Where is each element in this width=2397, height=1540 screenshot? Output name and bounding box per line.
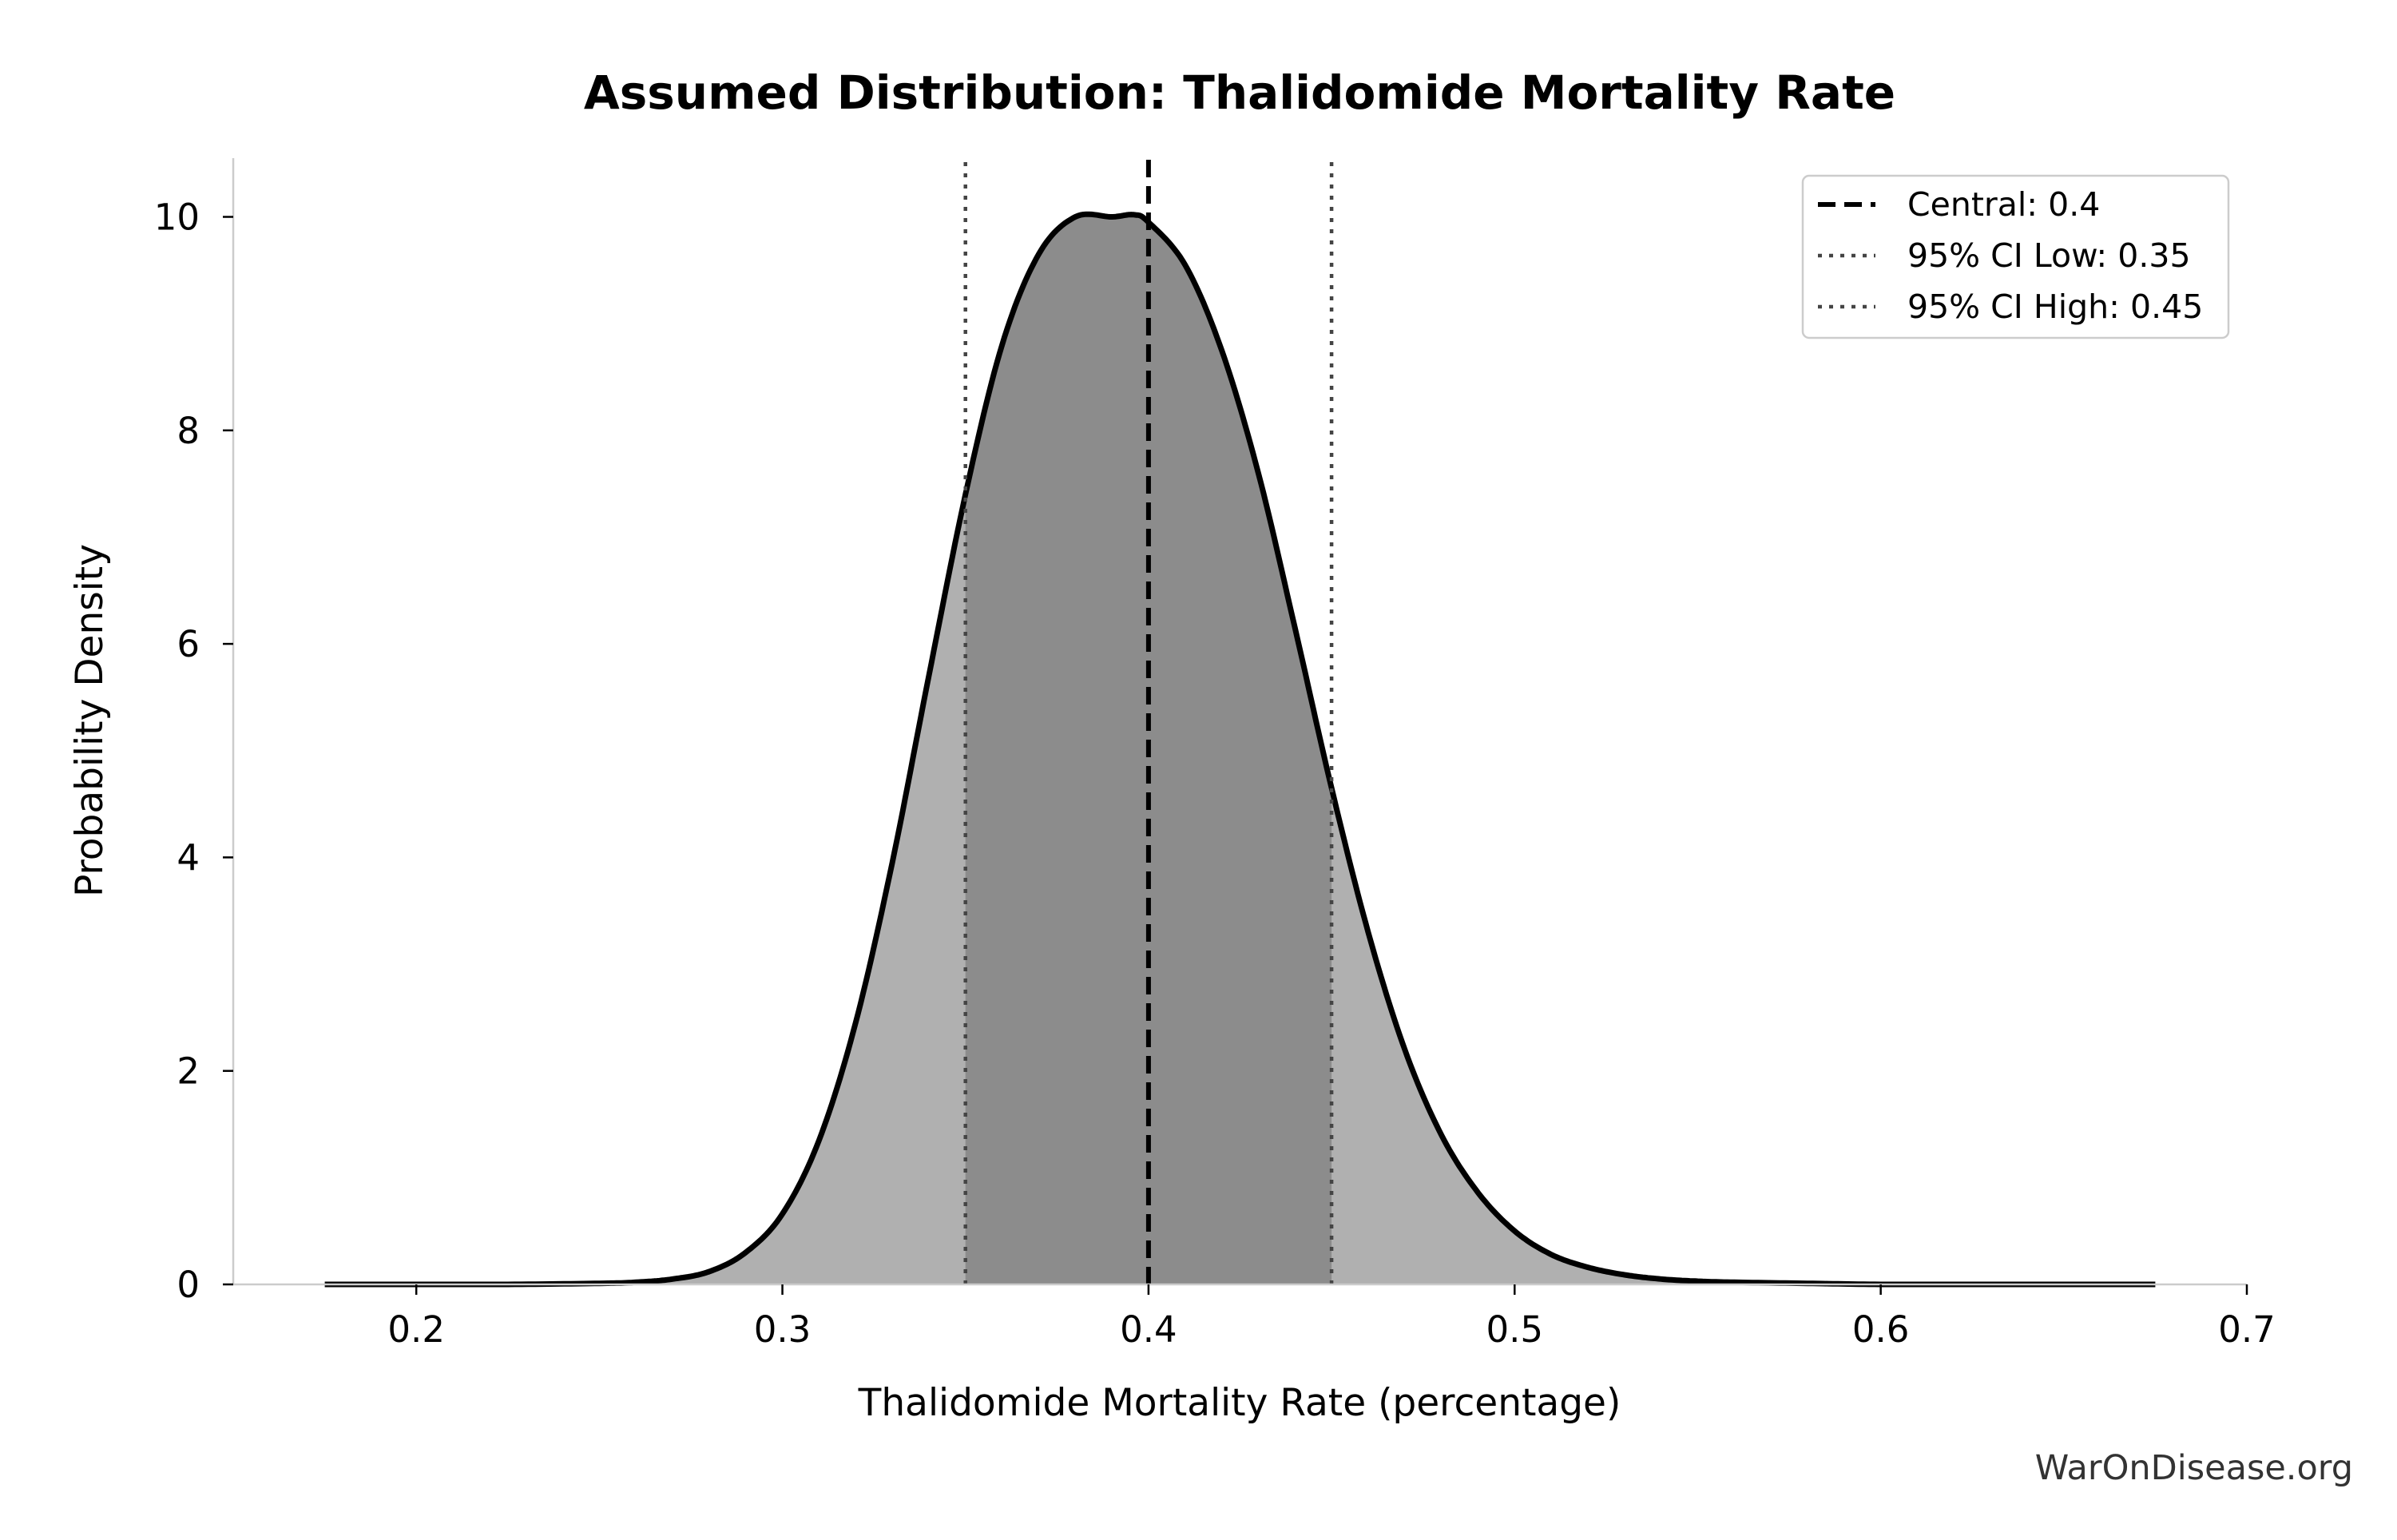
x-tick-label: 0.6 (1852, 1308, 1910, 1351)
y-axis-label: Probability Density (68, 544, 112, 897)
x-tick-label: 0.5 (1486, 1308, 1543, 1351)
y-tick-label: 6 (177, 623, 200, 665)
x-axis-label: Thalidomide Mortality Rate (percentage) (858, 1381, 1621, 1425)
legend-label: Central: 0.4 (1907, 185, 2100, 224)
x-tick-label: 0.2 (387, 1308, 445, 1351)
chart-title: Assumed Distribution: Thalidomide Mortal… (584, 65, 1895, 120)
x-axis-ticks: 0.2 0.3 0.4 0.5 0.6 0.7 (387, 1284, 2276, 1351)
legend: Central: 0.4 95% CI Low: 0.35 95% CI High:… (1801, 174, 2230, 339)
axes: 0.2 0.3 0.4 0.5 0.6 0.7 0 2 4 6 8 10 (154, 158, 2276, 1351)
y-axis-ticks: 0 2 4 6 8 10 (154, 196, 233, 1306)
y-tick-label: 4 (177, 836, 200, 879)
watermark: WarOnDisease.org (2035, 1448, 2353, 1488)
x-tick-label: 0.4 (1120, 1308, 1177, 1351)
y-tick-label: 2 (177, 1050, 200, 1093)
y-tick-label: 8 (177, 410, 200, 452)
y-tick-label: 0 (177, 1264, 200, 1306)
legend-label: 95% CI High: 0.45 (1907, 288, 2203, 326)
plot-area (324, 158, 2156, 1288)
x-tick-label: 0.7 (2218, 1308, 2276, 1351)
legend-box (1801, 174, 2230, 339)
density-curve (324, 211, 2156, 1288)
y-tick-label: 10 (154, 196, 200, 239)
legend-label: 95% CI Low: 0.35 (1907, 236, 2191, 275)
x-tick-label: 0.3 (754, 1308, 812, 1351)
